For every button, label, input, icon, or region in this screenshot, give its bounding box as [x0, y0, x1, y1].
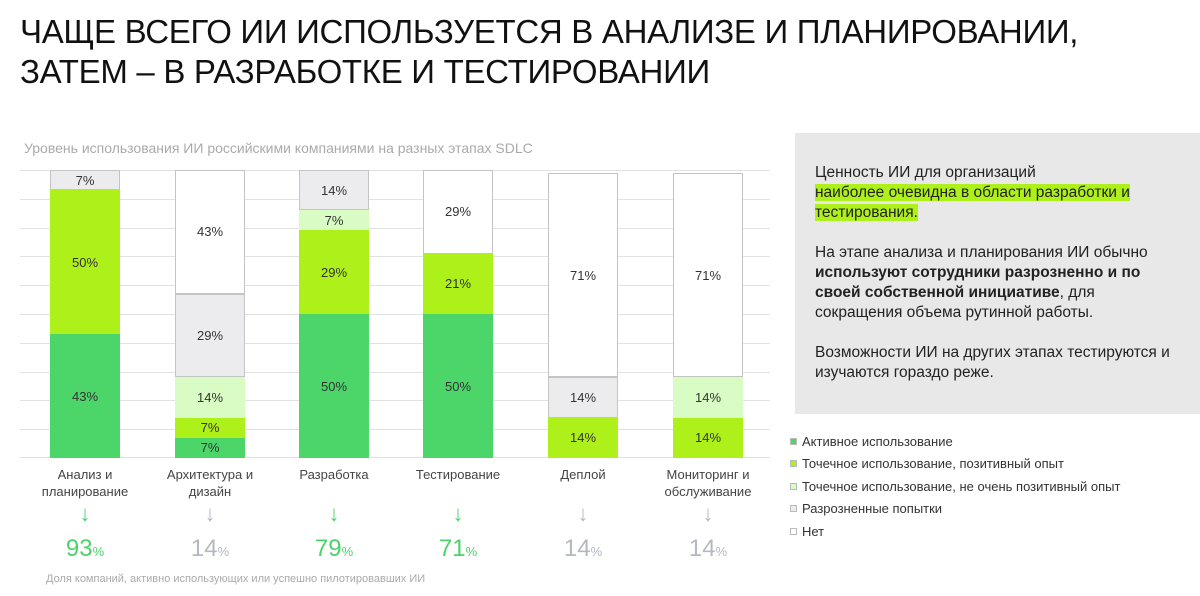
gridline [20, 198, 770, 200]
gridline [20, 342, 770, 344]
legend-item: Точечное использование, позитивный опыт [790, 453, 1120, 476]
chart-plot: 43% 50% 7% 7% 7% 14% 29% 43% 50% 29% 7% 14% 50% 21% 29… [20, 170, 770, 458]
text: На этапе анализа и планирования ИИ обычн… [815, 244, 1148, 261]
gridline [20, 285, 770, 287]
bar-segment: 7% [299, 210, 369, 231]
bar-segment: 50% [299, 314, 369, 458]
gridline [20, 227, 770, 229]
summary-value: 14% [563, 535, 603, 562]
category-label: Мониторинг и обслуживание [664, 467, 752, 499]
category-label: Анализ и планирование [41, 467, 129, 499]
bar-segment: 14% [175, 377, 245, 418]
chart-legend: Активное использование Точечное использов… [790, 430, 1120, 543]
legend-label: Точечное использование, позитивный опыт [802, 456, 1064, 472]
insight-1: Ценность ИИ для организаций наиболее оче… [815, 163, 1182, 223]
highlight-text: наиболее очевидна в области разработки и… [815, 184, 1130, 221]
gridline [20, 314, 770, 315]
gridline [20, 371, 770, 373]
legend-swatch [790, 437, 797, 445]
arrow-down-icon: ↓ [79, 501, 91, 526]
bar-segment: 71% [548, 172, 618, 378]
legend-label: Точечное использование, не очень позитив… [802, 478, 1121, 494]
gridline [20, 429, 770, 431]
title-line-1: ЧАЩЕ ВСЕГО ИИ ИСПОЛЬЗУЕТСЯ В АНАЛИЗЕ И П… [20, 13, 1079, 50]
legend-item: Разрозненные попытки [790, 498, 1120, 521]
summary-value: 71% [438, 535, 478, 562]
category-label: Тестирование [415, 467, 501, 482]
legend-swatch [790, 505, 797, 513]
bar-segment: 14% [673, 417, 743, 458]
page-title: ЧАЩЕ ВСЕГО ИИ ИСПОЛЬЗУЕТСЯ В АНАЛИЗЕ И П… [20, 12, 1078, 92]
bar-segment: 43% [50, 334, 120, 458]
bar-segment: 29% [175, 293, 245, 378]
category-label: Архитектура и дизайн [166, 467, 254, 499]
bar-segment: 71% [673, 172, 743, 378]
legend-label: Активное использование [802, 433, 953, 449]
footnote: Доля компаний, активно использующих или … [46, 573, 426, 585]
category-label: Деплой [560, 467, 606, 482]
insight-3: Возможности ИИ на других этапах тестирую… [815, 344, 1170, 381]
bar-segment: 50% [50, 190, 120, 335]
summary-value: 14% [190, 535, 230, 562]
bar-segment: 14% [299, 170, 369, 211]
bar-segment: 43% [175, 170, 245, 294]
legend-swatch [790, 460, 797, 468]
gridline [20, 400, 770, 402]
arrow-down-icon: ↓ [452, 501, 464, 526]
text: Ценность ИИ для организаций [815, 164, 1036, 181]
legend-label: Разрозненные попытки [802, 501, 943, 517]
bar-segment: 14% [548, 377, 618, 418]
bar-segment: 21% [423, 253, 493, 314]
summary-value: 14% [688, 535, 728, 562]
text: , для сокращения объема рутинной работы. [815, 284, 1095, 321]
legend-item: Активное использование [790, 430, 1120, 453]
arrow-down-icon: ↓ [204, 501, 216, 526]
arrow-down-icon: ↓ [328, 501, 340, 526]
insight-2: На этапе анализа и планирования ИИ обычн… [815, 243, 1182, 323]
arrow-down-icon: ↓ [577, 501, 589, 526]
bar-segment: 29% [299, 230, 369, 314]
title-line-2: ЗАТЕМ – В РАЗРАБОТКЕ И ТЕСТИРОВАНИИ [20, 53, 710, 90]
gridline [20, 457, 770, 458]
gridline [20, 256, 770, 258]
bar-segment: 7% [50, 170, 120, 191]
bar-segment: 29% [423, 170, 493, 254]
legend-swatch [790, 527, 797, 535]
legend-swatch [790, 482, 797, 490]
gridline [20, 170, 770, 171]
legend-item: Точечное использование, не очень позитив… [790, 475, 1120, 498]
summary-value: 93% [65, 535, 105, 562]
bar-segment: 14% [548, 417, 618, 458]
bar-segment: 7% [175, 437, 245, 458]
bar-segment: 7% [175, 417, 245, 438]
category-label: Разработка [299, 467, 369, 482]
summary-value: 79% [314, 535, 354, 562]
chart-title: Уровень использования ИИ российскими ком… [24, 140, 533, 156]
bar-segment: 50% [423, 314, 493, 458]
legend-label: Нет [802, 523, 825, 539]
bar-segment: 14% [673, 377, 743, 418]
legend-item: Нет [790, 520, 1120, 543]
insight-panel: Ценность ИИ для организаций наиболее оче… [795, 133, 1200, 414]
bold-text: используют сотрудники разрозненно и по с… [815, 264, 1141, 301]
arrow-down-icon: ↓ [702, 501, 714, 526]
